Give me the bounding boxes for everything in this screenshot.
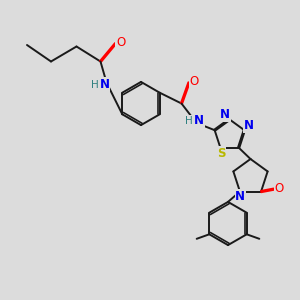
Text: H: H (91, 80, 99, 91)
Text: O: O (190, 75, 199, 88)
Text: O: O (116, 36, 125, 49)
Text: S: S (217, 147, 225, 160)
Text: N: N (194, 114, 204, 128)
Text: N: N (235, 190, 245, 203)
Text: O: O (274, 182, 284, 195)
Text: N: N (244, 119, 254, 132)
Text: H: H (185, 116, 193, 126)
Text: N: N (220, 108, 230, 121)
Text: N: N (99, 78, 110, 91)
